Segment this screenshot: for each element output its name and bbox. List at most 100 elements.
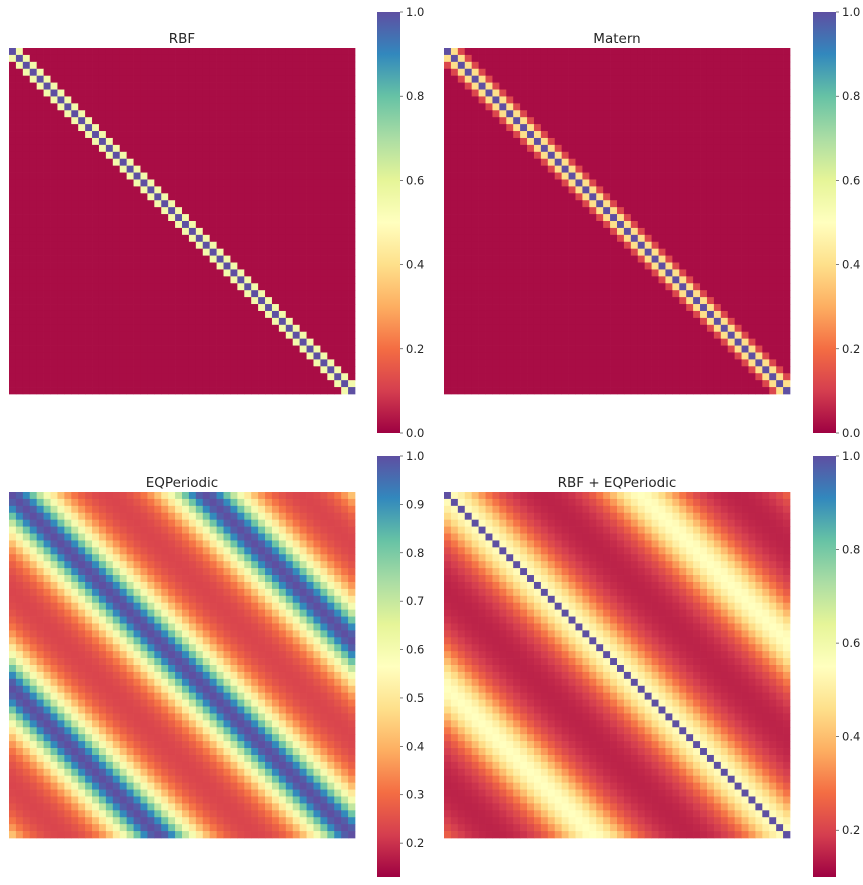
heatmap-cell [665,255,673,263]
heatmap-cell [278,269,287,277]
heatmap-cell [50,352,58,360]
heatmap-cell [499,54,507,63]
heatmap-cell [533,310,542,319]
heatmap-cell [175,89,183,97]
heatmap-cell [554,352,562,360]
heatmap-cell [720,262,729,270]
heatmap-cell [313,82,321,90]
heatmap-cell [341,352,349,360]
heatmap-cell [175,172,183,180]
heatmap-cell [506,345,514,353]
heatmap-cell [700,117,708,125]
heatmap-cell [499,366,507,374]
heatmap-cell [617,193,625,201]
heatmap-cell [492,179,500,187]
heatmap-cell [734,221,742,229]
heatmap-cell [285,352,294,360]
heatmap-cell [327,193,335,201]
heatmap-cell [499,158,507,166]
heatmap-cell [202,165,211,173]
heatmap-cell [720,96,729,104]
heatmap-cell [29,124,38,132]
heatmap-cell [776,283,784,291]
heatmap-cell [92,269,100,277]
heatmap-cell [444,117,452,125]
heatmap-cell [720,61,729,70]
heatmap-cell [313,338,321,346]
heatmap-cell [133,283,141,291]
heatmap-cell [506,338,514,346]
heatmap-cell [306,359,314,367]
heatmap-cell [15,234,24,243]
heatmap-cell [306,227,314,236]
heatmap-cell [57,193,65,201]
heatmap-cell [230,290,238,298]
heatmap-cell [133,165,141,173]
heatmap-cell [457,207,466,215]
heatmap-cell [15,144,24,153]
heatmap-cell [251,48,259,56]
heatmap-cell [520,262,528,270]
heatmap-cell [71,276,79,284]
heatmap-cell [776,290,784,298]
heatmap-cell [216,387,224,395]
heatmap-cell [776,117,784,125]
heatmap-cell [64,61,72,70]
heatmap-cell [29,68,38,77]
heatmap-cell [444,262,452,270]
heatmap-cell [57,380,65,388]
heatmap-cell [133,68,141,77]
heatmap-cell [126,297,134,305]
heatmap-cell [720,338,729,346]
heatmap-cell [589,338,597,346]
heatmap-cell [306,54,314,63]
heatmap-cell [78,48,86,56]
heatmap-cell [188,317,197,326]
heatmap-cell [679,304,687,312]
heatmap-cell [478,75,486,83]
heatmap-cell [450,324,459,333]
heatmap-cell [50,117,58,125]
heatmap-cell [126,144,134,153]
heatmap-cell [71,137,79,146]
heatmap-cell [471,172,479,180]
heatmap-cell [492,165,500,173]
heatmap-cell [603,283,611,291]
heatmap-cell [672,48,680,56]
heatmap-cell [348,352,356,360]
heatmap-cell [209,221,217,229]
heatmap-cell [679,366,687,374]
heatmap-cell [783,366,791,374]
heatmap-cell [706,151,715,160]
heatmap-cell [195,193,204,201]
heatmap-cell [341,387,349,395]
heatmap-cell [285,193,294,201]
heatmap-cell [492,331,500,339]
heatmap-cell [313,89,321,97]
heatmap-cell [182,352,190,360]
heatmap-cell [450,241,459,250]
heatmap-cell [195,110,204,118]
heatmap-cell [306,387,314,395]
heatmap-cell [78,103,86,111]
heatmap-cell [444,241,452,250]
heatmap-cell [734,96,742,104]
heatmap-cell [140,68,148,77]
heatmap-cell [450,179,459,187]
heatmap-cell [22,144,31,153]
heatmap-cell [568,234,576,243]
heatmap-cell [478,345,486,353]
heatmap-cell [776,317,784,326]
heatmap-cell [112,304,121,312]
heatmap-cell [693,193,701,201]
heatmap-cell [278,131,287,139]
heatmap-cell [478,151,486,160]
heatmap-cell [105,214,114,222]
heatmap-cell [292,137,300,146]
heatmap-cell [623,193,632,201]
heatmap-cell [140,331,148,339]
heatmap-cell [520,207,528,215]
heatmap-cell [783,290,791,298]
heatmap-cell [457,331,466,339]
heatmap-cell [57,331,65,339]
